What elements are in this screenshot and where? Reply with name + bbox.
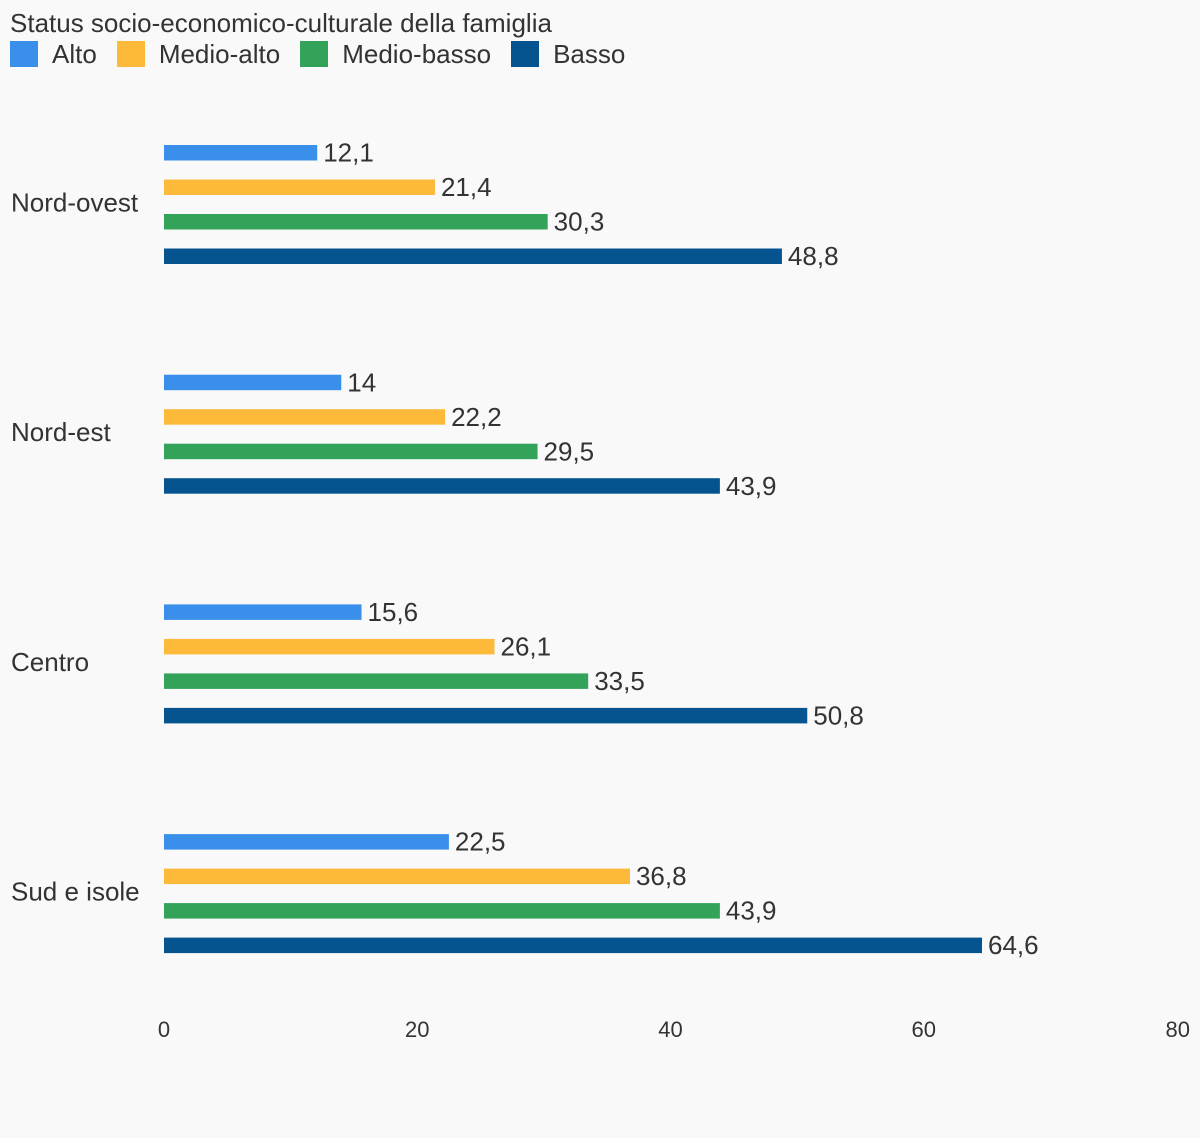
bar-sud-e-isole-basso bbox=[164, 937, 982, 954]
x-tick-label-0: 0 bbox=[158, 1017, 170, 1042]
value-label-nord-est-basso: 43,9 bbox=[726, 471, 777, 501]
legend-swatch-alto bbox=[10, 41, 38, 67]
value-label-nord-ovest-basso: 48,8 bbox=[788, 241, 839, 271]
value-label-nord-est-alto: 14 bbox=[347, 367, 376, 397]
bar-centro-medio-basso bbox=[164, 673, 589, 689]
value-label-centro-basso: 50,8 bbox=[813, 701, 864, 731]
value-label-nord-est-medio-alto: 22,2 bbox=[451, 402, 502, 432]
bar-centro-medio-alto bbox=[164, 638, 495, 655]
value-label-nord-ovest-medio-basso: 30,3 bbox=[554, 207, 605, 237]
legend-item-alto: Alto bbox=[10, 38, 97, 70]
legend-item-medio-basso: Medio-basso bbox=[300, 38, 491, 70]
category-label-centro: Centro bbox=[11, 647, 89, 677]
bar-centro-basso bbox=[164, 707, 808, 724]
bar-sud-e-isole-medio-alto bbox=[164, 868, 630, 885]
bar-sud-e-isole-alto bbox=[164, 834, 449, 850]
bar-sud-e-isole-medio-basso bbox=[164, 903, 720, 919]
bar-nord-ovest-medio-alto bbox=[164, 179, 435, 195]
x-tick-label-20: 20 bbox=[405, 1017, 429, 1042]
bar-nord-est-alto bbox=[164, 374, 342, 391]
legend-item-medio-alto: Medio-alto bbox=[116, 38, 281, 70]
legend-title: Status socio-economico-culturale della f… bbox=[10, 8, 552, 38]
x-tick-label-40: 40 bbox=[658, 1017, 682, 1042]
value-label-sud-e-isole-medio-alto: 36,8 bbox=[636, 861, 687, 891]
value-label-sud-e-isole-alto: 22,5 bbox=[455, 827, 506, 857]
value-label-nord-ovest-medio-alto: 21,4 bbox=[441, 172, 492, 202]
value-label-centro-alto: 15,6 bbox=[368, 597, 419, 627]
legend-swatch-medio-alto bbox=[116, 41, 145, 67]
bar-nord-est-basso bbox=[164, 478, 720, 494]
value-label-sud-e-isole-basso: 64,6 bbox=[988, 930, 1039, 960]
value-label-nord-ovest-alto: 12,1 bbox=[323, 138, 374, 168]
value-label-centro-medio-alto: 26,1 bbox=[500, 632, 551, 662]
legend-swatch-basso bbox=[511, 41, 540, 67]
legend-label-medio-basso: Medio-basso bbox=[342, 39, 492, 69]
legend-label-basso: Basso bbox=[553, 39, 626, 69]
legend-label-medio-alto: Medio-alto bbox=[158, 39, 281, 69]
x-tick-label-60: 60 bbox=[912, 1017, 936, 1042]
value-label-nord-est-medio-basso: 29,5 bbox=[544, 436, 595, 466]
bar-nord-ovest-basso bbox=[164, 248, 782, 264]
x-tick-label-80: 80 bbox=[1166, 1017, 1190, 1042]
bar-nord-ovest-medio-basso bbox=[164, 214, 548, 230]
legend-label-alto: Alto bbox=[52, 39, 97, 69]
legend: Alto Medio-alto Medio-basso Basso bbox=[10, 38, 645, 70]
bar-centro-alto bbox=[164, 604, 362, 620]
category-label-nord-ovest: Nord-ovest bbox=[11, 187, 139, 217]
legend-swatch-medio-basso bbox=[300, 41, 329, 67]
bar-nord-est-medio-basso bbox=[164, 443, 538, 460]
legend-item-basso: Basso bbox=[511, 38, 625, 70]
bar-nord-ovest-alto bbox=[164, 145, 318, 161]
category-label-nord-est: Nord-est bbox=[11, 417, 111, 447]
value-label-sud-e-isole-medio-basso: 43,9 bbox=[726, 896, 777, 926]
value-label-centro-medio-basso: 33,5 bbox=[594, 666, 645, 696]
bar-nord-est-medio-alto bbox=[164, 409, 446, 425]
category-label-sud-e-isole: Sud e isole bbox=[11, 876, 140, 906]
